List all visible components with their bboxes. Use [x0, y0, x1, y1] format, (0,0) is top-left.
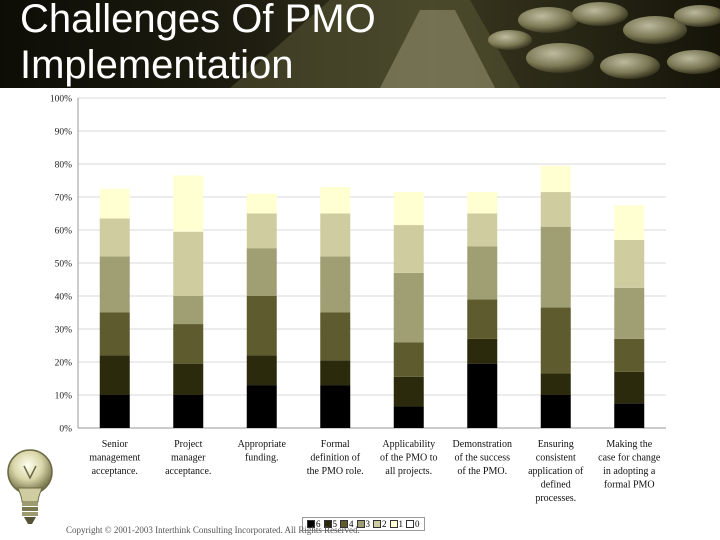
bar-segment-5 — [393, 376, 424, 407]
bar-segment-2 — [393, 225, 424, 273]
y-tick-label: 60% — [55, 227, 73, 237]
bar-segment-3 — [614, 287, 645, 339]
chart-legend: 6 5 4 3 2 1 0 — [302, 517, 425, 531]
bar-segment-5 — [614, 371, 645, 404]
bar-segment-3 — [99, 256, 130, 313]
x-tick-label: Ensuring consistent application of defined p… — [528, 439, 584, 504]
bar-segment-1 — [99, 188, 130, 219]
y-tick-label: 40% — [55, 293, 73, 303]
legend-entry: 6 — [307, 519, 321, 529]
y-tick-label: 50% — [55, 260, 73, 270]
bar-segment-1 — [246, 193, 277, 214]
legend-swatch — [356, 520, 365, 528]
x-tick-label: Senior management acceptance. — [89, 439, 140, 477]
legend-label: 5 — [332, 519, 338, 529]
bar-segment-1 — [614, 205, 645, 240]
bar-segment-4 — [540, 307, 571, 374]
y-tick-label: 100% — [50, 95, 72, 105]
legend-entry: 1 — [389, 519, 404, 529]
legend-swatch — [389, 520, 398, 528]
bar-segment-6 — [540, 395, 571, 428]
legend-entry: 4 — [340, 519, 354, 529]
x-tick-label: Demonstration of the success of the PMO. — [453, 439, 512, 477]
x-tick-label: Project manager acceptance. — [165, 439, 211, 477]
x-tick-label: Applicability of the PMO to all projects. — [380, 439, 438, 477]
bar-segment-5 — [320, 360, 351, 386]
legend-entry: 5 — [323, 519, 338, 529]
bar-segment-3 — [173, 296, 204, 325]
header-banner: Challenges Of PMO Implementation — [0, 0, 720, 88]
legend-entry: 0 — [406, 519, 420, 529]
y-tick-label: 30% — [55, 326, 73, 336]
bar-segment-6 — [320, 385, 351, 428]
bar-segment-1 — [393, 192, 424, 226]
bar-segment-5 — [99, 355, 130, 395]
bar-segment-4 — [246, 296, 277, 356]
bar-segment-3 — [540, 226, 571, 308]
bar-segment-1 — [173, 175, 204, 232]
legend-swatch — [307, 520, 315, 528]
y-tick-label: 80% — [55, 161, 73, 171]
lightbulb-icon — [7, 449, 53, 524]
bar-segment-6 — [99, 395, 130, 428]
bar-segment-3 — [246, 248, 277, 296]
legend-swatch — [373, 520, 381, 528]
bar-segment-2 — [246, 213, 277, 249]
bar-segment-5 — [173, 363, 204, 395]
bar-segment-4 — [99, 312, 130, 356]
legend-swatch — [340, 520, 348, 528]
bar-segment-4 — [614, 338, 645, 372]
bar-segment-1 — [467, 192, 498, 214]
bar-segment-4 — [320, 312, 351, 361]
bar-segment-2 — [467, 213, 498, 247]
bar-segment-2 — [173, 231, 204, 296]
bar-segment-5 — [467, 338, 498, 364]
legend-swatch — [406, 520, 414, 528]
bar-segment-3 — [467, 246, 498, 300]
bar-segment-4 — [467, 299, 498, 339]
bar-segment-6 — [173, 395, 204, 428]
y-tick-label: 90% — [55, 128, 73, 138]
legend-label: 3 — [365, 519, 371, 529]
bar-segment-1 — [540, 165, 571, 193]
bar-segment-5 — [246, 355, 277, 386]
x-tick-label: Formal definition of the PMO role. — [307, 439, 364, 477]
legend-label: 2 — [382, 519, 387, 529]
bar-segment-5 — [540, 373, 571, 395]
money-background-image — [0, 0, 720, 88]
bar-segment-2 — [614, 239, 645, 288]
page-title: Challenges Of PMO Implementation — [20, 0, 376, 87]
legend-label: 4 — [349, 519, 354, 529]
bar-segment-3 — [320, 256, 351, 313]
bar-segment-1 — [320, 187, 351, 214]
legend-swatch — [323, 520, 332, 528]
legend-label: 0 — [415, 519, 420, 529]
copyright-text: Copyright © 2001-2003 Interthink Consult… — [66, 525, 360, 535]
legend-entry: 3 — [356, 519, 371, 529]
x-tick-label: Appropriate funding. — [238, 439, 287, 464]
bar-segment-2 — [320, 213, 351, 257]
y-tick-label: 10% — [55, 392, 73, 402]
bar-segment-4 — [173, 324, 204, 364]
bar-segment-6 — [246, 385, 277, 428]
bar-segment-2 — [99, 218, 130, 257]
bar-segment-6 — [393, 406, 424, 428]
x-tick-label: Making the case for change in adopting a fo… — [598, 439, 661, 491]
y-tick-label: 20% — [55, 359, 73, 369]
legend-label: 1 — [398, 519, 404, 529]
bar-segment-6 — [614, 403, 645, 428]
legend-label: 6 — [316, 519, 321, 529]
bar-segment-6 — [467, 363, 498, 428]
bar-segment-4 — [393, 342, 424, 377]
bar-segment-3 — [393, 272, 424, 343]
y-tick-label: 0% — [59, 425, 72, 435]
bar-segment-2 — [540, 192, 571, 227]
stacked-bar-chart: 0% 10% 20% 30% 40% 50% 60% 70% 80% 90% 100% Senior m… — [50, 95, 666, 504]
legend-entry: 2 — [373, 519, 387, 529]
y-tick-label: 70% — [55, 194, 73, 204]
